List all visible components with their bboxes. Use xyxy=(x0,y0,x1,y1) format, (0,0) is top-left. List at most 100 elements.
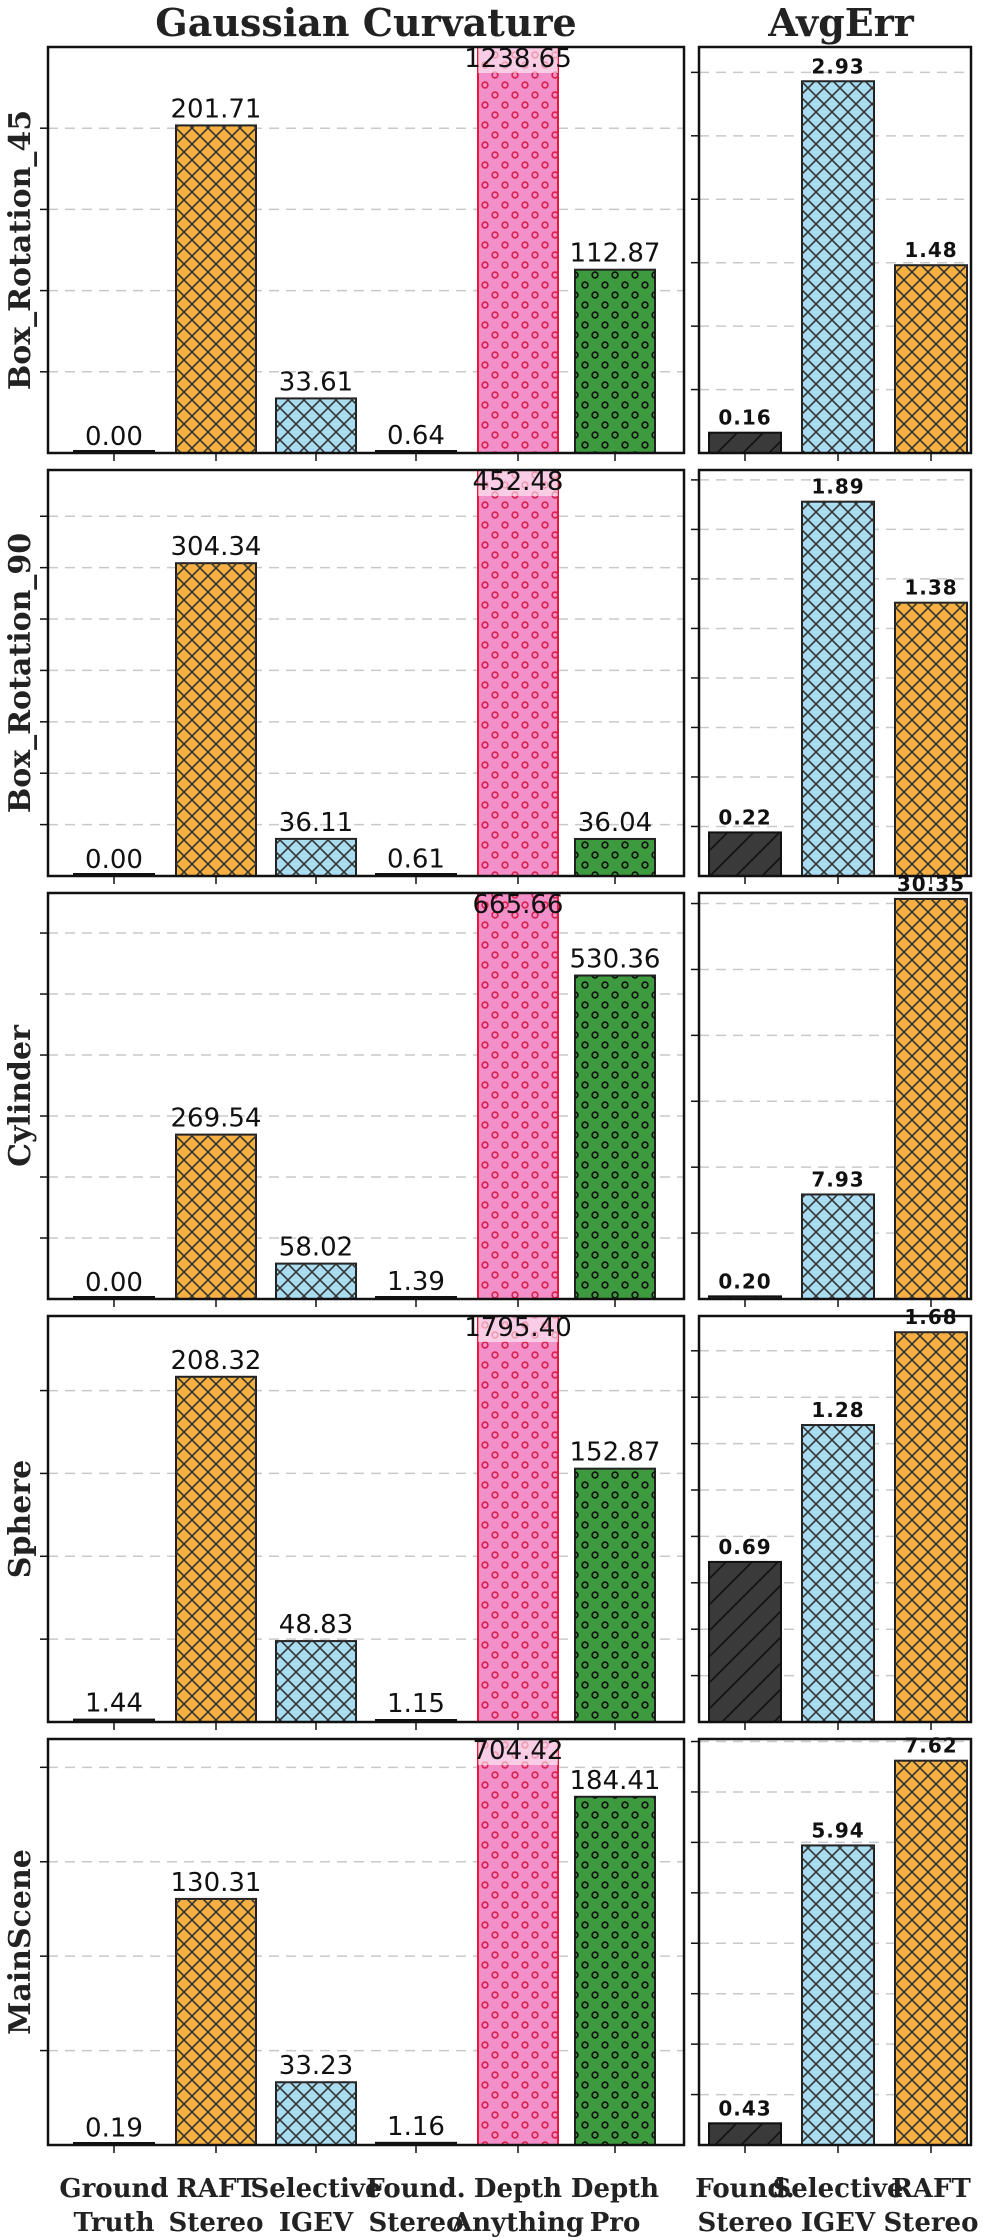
curvature-bar-hatch xyxy=(176,1376,256,1722)
bar-overflow-fade xyxy=(478,470,558,496)
avgerr-value-label: 0.16 xyxy=(718,406,771,430)
curvature-bar-hatch xyxy=(478,470,558,876)
curvature-value-label: 201.71 xyxy=(171,94,262,124)
avgerr-panel-frame xyxy=(697,1314,973,1724)
curvature-panel-frame xyxy=(46,468,686,878)
x-tick-label-left: Ground xyxy=(59,2174,168,2204)
avgerr-bar-hatch xyxy=(709,1296,781,1299)
avgerr-bar-hatch xyxy=(802,1425,874,1722)
curvature-panel-frame xyxy=(46,1737,686,2147)
curvature-bar-hatch xyxy=(478,893,558,1299)
avgerr-bar-hatch xyxy=(709,432,781,453)
right-panel-title: AvgErr xyxy=(767,0,915,45)
avgerr-value-label: 7.93 xyxy=(811,1167,864,1191)
scene-label: Box_Rotation_90 xyxy=(3,533,38,813)
curvature-bar-hatch xyxy=(276,398,356,453)
scene-row: Box_Rotation_90 0.00 304.34 36.11 0.61 452.48… xyxy=(3,467,973,884)
curvature-value-label: 1238.65 xyxy=(464,44,572,74)
avgerr-value-label: 1.38 xyxy=(904,576,957,600)
avgerr-value-label: 2.93 xyxy=(811,54,864,78)
scene-label: Cylinder xyxy=(3,1024,38,1167)
x-tick-label-left: Anything xyxy=(451,2208,584,2238)
curvature-value-label: 0.61 xyxy=(387,844,445,874)
x-tick-label-right: IGEV xyxy=(801,2208,876,2238)
avgerr-value-label: 0.43 xyxy=(718,2096,771,2120)
curvature-bar-hatch xyxy=(478,1316,558,1722)
bar-overflow-fade xyxy=(478,1739,558,1765)
x-tick-labels: Ground Truth RAFT Stereo Selective IGEV … xyxy=(59,2174,978,2238)
curvature-bar-hatch xyxy=(276,838,356,876)
curvature-value-label: 48.83 xyxy=(279,1610,353,1640)
curvature-panel-frame xyxy=(46,45,686,455)
curvature-value-label: 1.15 xyxy=(387,1689,445,1719)
avgerr-bar-hatch xyxy=(895,265,967,453)
curvature-panel-frame xyxy=(46,1314,686,1724)
x-tick-label-left: Depth xyxy=(571,2174,659,2204)
avgerr-value-label: 5.94 xyxy=(811,1818,864,1842)
rows-layer: Box_Rotation_45 0.00 201.71 33.61 0.64 1238.6… xyxy=(3,44,973,2153)
curvature-value-label: 58.02 xyxy=(279,1233,353,1263)
curvature-bar-hatch xyxy=(478,1739,558,2145)
x-tick-label-left: Selective xyxy=(250,2174,381,2204)
curvature-bar-hatch xyxy=(575,1796,655,2145)
curvature-value-label: 0.19 xyxy=(85,2114,143,2144)
curvature-bar-hatch xyxy=(575,1468,655,1722)
curvature-bar-hatch xyxy=(276,1263,356,1299)
curvature-bar-hatch xyxy=(478,47,558,453)
avgerr-bar-hatch xyxy=(709,2123,781,2145)
curvature-value-label: 0.00 xyxy=(85,422,143,452)
avgerr-bar-hatch xyxy=(709,1561,781,1722)
scene-label: Box_Rotation_45 xyxy=(3,110,38,390)
avgerr-panel-frame xyxy=(697,1737,973,2147)
avgerr-value-label: 0.22 xyxy=(718,805,771,829)
curvature-value-label: 184.41 xyxy=(570,1766,661,1796)
left-panel-title: Gaussian Curvature xyxy=(155,0,576,45)
x-tick-label-right: Stereo xyxy=(884,2208,979,2238)
avgerr-value-label: 0.20 xyxy=(718,1269,771,1293)
curvature-value-label: 704.42 xyxy=(473,1736,564,1766)
curvature-bar-hatch xyxy=(176,1134,256,1299)
bar-overflow-fade xyxy=(478,47,558,73)
curvature-value-label: 665.66 xyxy=(473,890,564,920)
avgerr-value-label: 7.62 xyxy=(904,1734,957,1758)
curvature-value-label: 36.11 xyxy=(279,808,353,838)
avgerr-bar-hatch xyxy=(895,602,967,876)
curvature-value-label: 269.54 xyxy=(171,1104,262,1134)
scene-label: Sphere xyxy=(3,1460,38,1578)
avgerr-bar-hatch xyxy=(895,898,967,1299)
curvature-bar-hatch xyxy=(176,125,256,453)
x-tick-label-left: IGEV xyxy=(279,2208,354,2238)
curvature-value-label: 36.04 xyxy=(578,808,652,838)
avgerr-bar-hatch xyxy=(802,81,874,453)
scene-row: Box_Rotation_45 0.00 201.71 33.61 0.64 1238.6… xyxy=(3,44,973,461)
avgerr-bar-hatch xyxy=(895,1760,967,2145)
curvature-value-label: 130.31 xyxy=(171,1868,262,1898)
x-tick-label-right: Found. xyxy=(695,2174,794,2204)
scene-row: Sphere 1.44 208.32 48.83 1.15 1795.40 152.87 0.… xyxy=(3,1305,973,1730)
x-tick-label-left: Stereo xyxy=(369,2208,464,2238)
curvature-value-label: 112.87 xyxy=(570,239,661,269)
avgerr-bar-hatch xyxy=(802,501,874,876)
avgerr-bar-hatch xyxy=(802,1845,874,2145)
curvature-value-label: 0.00 xyxy=(85,1268,143,1298)
curvature-bar-hatch xyxy=(176,563,256,876)
x-tick-label-left: Depth xyxy=(474,2174,562,2204)
curvature-value-label: 33.61 xyxy=(279,367,353,397)
avgerr-bar-hatch xyxy=(802,1194,874,1299)
x-tick-label-right: Selective xyxy=(772,2174,903,2204)
curvature-value-label: 304.34 xyxy=(171,532,262,562)
curvature-panel-frame xyxy=(46,891,686,1301)
curvature-bar-hatch xyxy=(176,1898,256,2145)
avgerr-value-label: 1.89 xyxy=(811,475,864,499)
curvature-bar-hatch xyxy=(276,2082,356,2145)
avgerr-bar-hatch xyxy=(709,832,781,876)
curvature-bar-hatch xyxy=(575,838,655,876)
curvature-value-label: 0.64 xyxy=(387,421,445,451)
curvature-bar-hatch xyxy=(575,269,655,453)
x-tick-label-left: RAFT xyxy=(176,2174,256,2204)
curvature-value-label: 152.87 xyxy=(570,1438,661,1468)
x-tick-label-right: Stereo xyxy=(698,2208,793,2238)
avgerr-panel-frame xyxy=(697,891,973,1301)
